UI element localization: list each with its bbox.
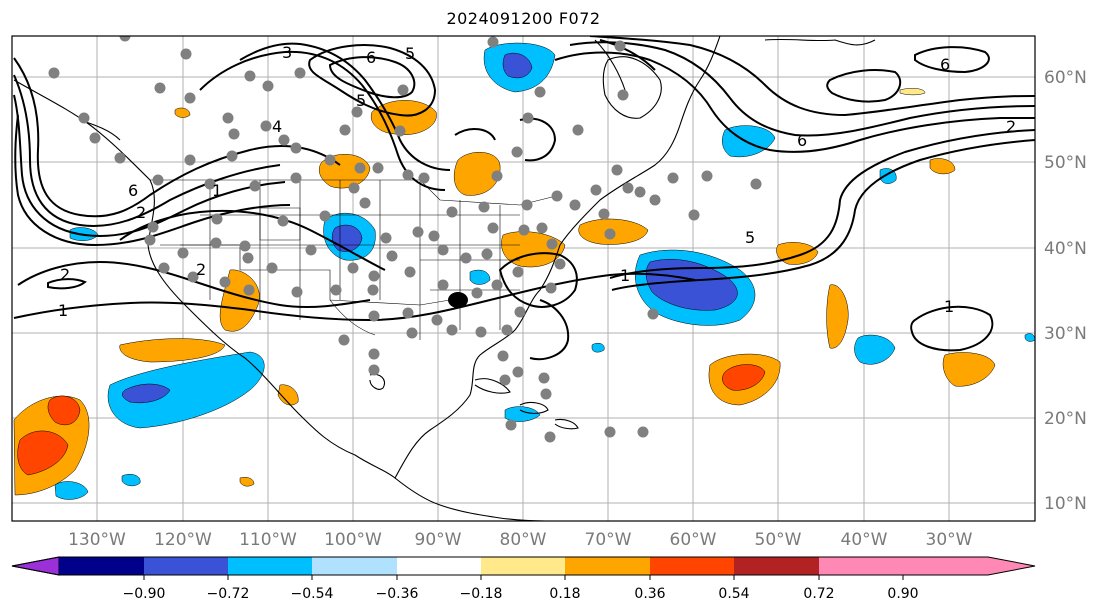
contour-label: 1 [58, 301, 68, 320]
colorbar-tick-label: 0.72 [803, 586, 834, 602]
contour-label: 1 [620, 266, 630, 285]
latitude-labels: 60°N 50°N 40°N 30°N 20°N 10°N [1044, 68, 1087, 514]
colorbar-swatch [819, 557, 903, 575]
contour-label: 3 [282, 43, 292, 62]
colorbar-swatch [481, 557, 565, 575]
lon-label: 130°W [68, 530, 126, 550]
contour-label: 6 [128, 181, 138, 200]
contour-label: 6 [797, 131, 807, 150]
lon-label: 70°W [585, 530, 632, 550]
contour-label: 5 [405, 44, 415, 63]
colorbar-tick-label: −0.18 [460, 586, 503, 602]
colorbar: −0.90 −0.72 −0.54 −0.36 −0.18 0.18 0.36 … [11, 556, 1036, 602]
station-markers [48, 36, 762, 443]
coastlines [13, 36, 876, 521]
colorbar-tick-label: −0.90 [123, 586, 166, 602]
colorbar-swatch [565, 557, 650, 575]
lat-label: 60°N [1044, 68, 1087, 88]
lat-label: 40°N [1044, 239, 1087, 259]
map-title: 2024091200 F072 [446, 9, 601, 28]
lon-label: 100°W [324, 530, 382, 550]
colorbar-tick-label: −0.72 [207, 586, 250, 602]
contour-label: 2 [60, 265, 70, 284]
colorbar-swatch [650, 557, 734, 575]
colorbar-swatch [312, 557, 397, 575]
colorbar-extend-high [903, 557, 1035, 575]
colorbar-tick-label: 0.54 [718, 586, 749, 602]
lon-label: 90°W [415, 530, 462, 550]
closed-contour-spot [448, 292, 468, 308]
lat-label: 10°N [1044, 494, 1087, 514]
longitude-labels: 130°W 120°W 110°W 100°W 90°W 80°W 70°W 6… [68, 530, 973, 550]
colorbar-extend-low [11, 556, 60, 576]
lon-label: 60°W [670, 530, 717, 550]
lon-label: 40°W [841, 530, 888, 550]
state-borders [150, 179, 561, 340]
colorbar-tick-label: −0.36 [376, 586, 419, 602]
lon-label: 50°W [755, 530, 802, 550]
contour-label: 2 [136, 203, 146, 222]
map-panel: 6 5 4 3 2 1 6 5 2 1 6 2 5 6 1 2 1 [11, 35, 1036, 522]
contour-label: 2 [196, 260, 206, 279]
contour-label: 2 [1006, 117, 1016, 136]
colorbar-swatch [59, 557, 144, 575]
contour-label: 5 [745, 228, 755, 247]
colorbar-swatch [228, 557, 312, 575]
map-frame [11, 35, 1036, 522]
lon-label: 80°W [500, 530, 547, 550]
lon-label: 110°W [239, 530, 297, 550]
contour-label: 6 [940, 55, 950, 74]
colorbar-tick-label: 0.36 [634, 586, 665, 602]
lon-label: 30°W [926, 530, 973, 550]
contour-label: 5 [356, 91, 366, 110]
colorbar-swatch [397, 557, 481, 575]
lat-label: 30°N [1044, 324, 1087, 344]
colorbar-tick-label: 0.90 [887, 586, 918, 602]
lon-label: 120°W [154, 530, 212, 550]
contour-label: 4 [272, 117, 282, 136]
colorbar-swatch [734, 557, 819, 575]
contour-label: 1 [212, 181, 222, 200]
contour-labels: 6 5 4 3 2 1 6 5 2 1 6 2 5 6 1 2 1 [58, 43, 1016, 320]
contours [13, 36, 1035, 360]
contour-label: 6 [366, 48, 376, 67]
colorbar-swatch [144, 557, 228, 575]
lat-label: 20°N [1044, 409, 1087, 429]
colorbar-tick-label: 0.18 [549, 586, 580, 602]
contour-label: 1 [944, 297, 954, 316]
colorbar-tick-label: −0.54 [291, 586, 334, 602]
lat-label: 50°N [1044, 153, 1087, 173]
